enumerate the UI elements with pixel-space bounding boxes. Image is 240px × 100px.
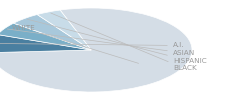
Text: WHITE: WHITE <box>12 25 138 63</box>
Wedge shape <box>0 8 192 92</box>
Wedge shape <box>0 34 91 53</box>
Text: HISPANIC: HISPANIC <box>27 19 207 64</box>
Text: ASIAN: ASIAN <box>7 29 195 56</box>
Wedge shape <box>0 23 91 50</box>
Text: A.I.: A.I. <box>0 42 184 48</box>
Text: BLACK: BLACK <box>51 13 197 72</box>
Wedge shape <box>13 14 91 50</box>
Wedge shape <box>37 10 91 50</box>
